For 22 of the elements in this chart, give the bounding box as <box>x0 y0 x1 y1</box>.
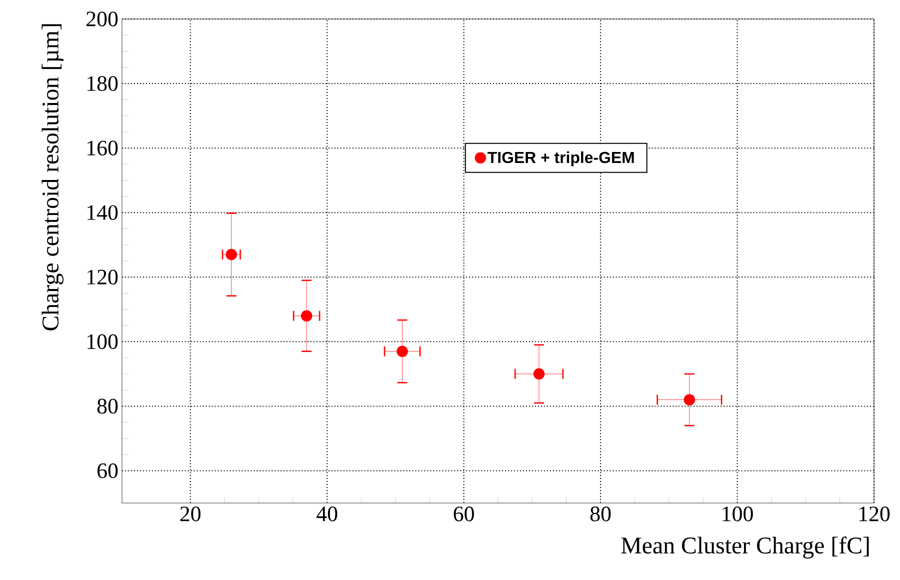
y-tick-label: 60 <box>98 463 118 478</box>
y-tick-label: 120 <box>88 270 118 285</box>
y-tick-label: 80 <box>97 398 118 414</box>
point <box>684 394 696 406</box>
x-tick-label: 100 <box>722 506 753 522</box>
y-tick-label: 160 <box>88 140 118 156</box>
legend-label: TIGER + triple-GEM <box>488 151 634 166</box>
y-tick-label: 100 <box>88 334 118 350</box>
point <box>226 248 238 260</box>
x-tick-label: 40 <box>316 506 338 522</box>
y-tick-label: 200 <box>86 12 118 26</box>
x-tick-label: 20 <box>180 506 200 522</box>
x-tick-label: 80 <box>590 506 611 522</box>
x-tick-label: 60 <box>454 506 474 522</box>
y-axis-title: Charge centroid resolution [µm] <box>42 24 64 330</box>
point <box>396 346 408 357</box>
point <box>300 310 312 322</box>
x-axis-title: Mean Cluster Charge [fC] <box>621 536 869 559</box>
y-tick-label: 140 <box>88 205 118 220</box>
point <box>533 368 545 380</box>
x-tick-label: 120 <box>859 506 890 522</box>
y-tick-label: 180 <box>88 76 118 91</box>
